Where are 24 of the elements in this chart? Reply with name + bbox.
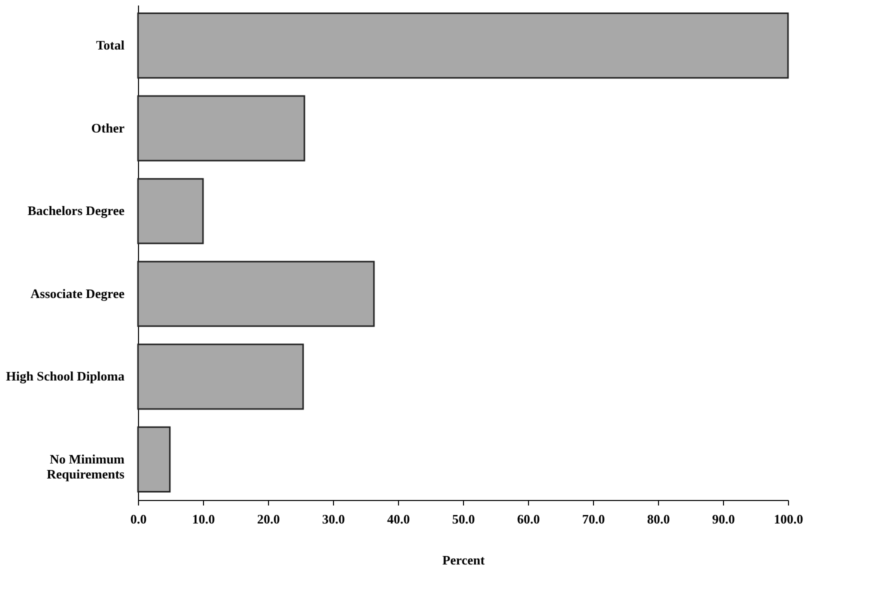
x-axis-title: Percent: [442, 552, 486, 568]
x-tick-label: 30.0: [322, 512, 345, 526]
x-tick-label: 80.0: [647, 512, 670, 526]
bar: [137, 426, 171, 492]
bar: [137, 178, 204, 244]
x-tick-label: 40.0: [387, 512, 410, 526]
x-tick-label: 70.0: [582, 512, 605, 526]
x-tick-label: 60.0: [517, 512, 540, 526]
x-tick-label: 20.0: [257, 512, 280, 526]
bar: [137, 344, 304, 410]
bar: [137, 260, 375, 327]
y-tick-label: Associate Degree: [30, 286, 125, 301]
x-tick-label: 90.0: [712, 512, 735, 526]
y-tick-label: Bachelors Degree: [28, 203, 125, 218]
x-tick-label: 10.0: [192, 512, 215, 526]
y-tick-label: Total: [96, 38, 125, 53]
y-tick-label: No Minimum Requirements: [46, 451, 125, 482]
y-tick-label: High School Diploma: [6, 368, 125, 384]
x-tick-label: 0.0: [130, 512, 147, 526]
x-tick-label: 50.0: [452, 512, 475, 526]
bar: [137, 12, 789, 79]
bar: [137, 95, 306, 162]
x-tick-label: 100.0: [774, 512, 804, 526]
y-tick-label: Other: [91, 120, 125, 136]
